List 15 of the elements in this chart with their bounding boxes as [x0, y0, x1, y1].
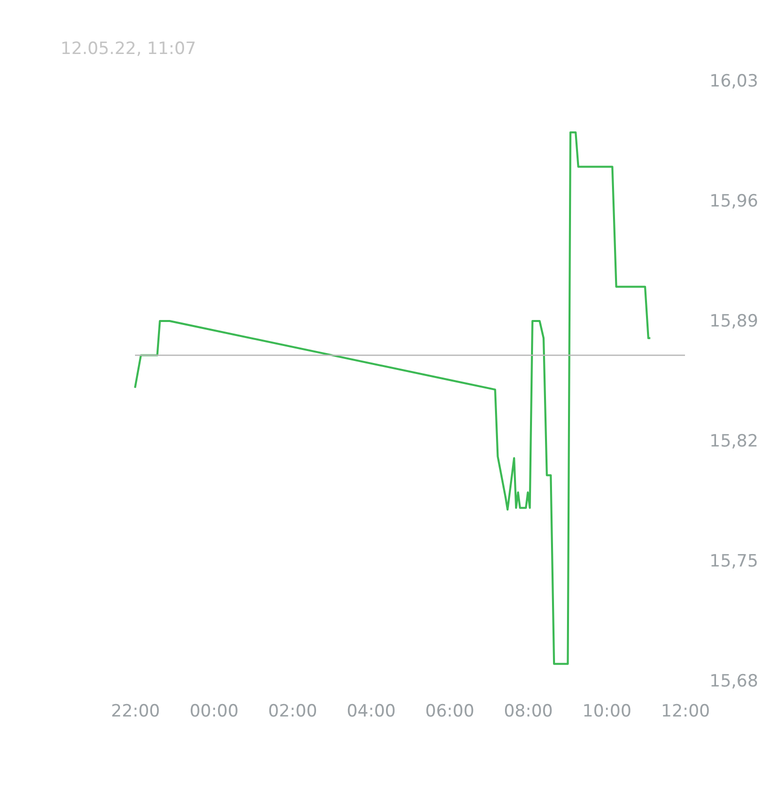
- x-tick-label: 06:00: [425, 702, 474, 722]
- x-tick-label: 08:00: [504, 702, 553, 722]
- x-tick-label: 02:00: [268, 702, 318, 722]
- x-tick-label: 12:00: [661, 702, 710, 722]
- y-tick-label: 15,96: [710, 192, 758, 212]
- y-tick-label: 15,75: [710, 552, 758, 572]
- x-tick-label: 22:00: [111, 702, 160, 722]
- y-tick-label: 15,82: [710, 432, 758, 452]
- chart-subtitle: 12.05.22, 11:07: [60, 39, 196, 59]
- y-tick-label: 15,68: [710, 672, 758, 692]
- x-tick-label: 00:00: [190, 702, 239, 722]
- x-tick-label: 10:00: [582, 702, 632, 722]
- y-tick-label: 15,89: [710, 312, 758, 332]
- y-tick-label: 16,03: [710, 72, 758, 92]
- x-tick-label: 04:00: [346, 702, 396, 722]
